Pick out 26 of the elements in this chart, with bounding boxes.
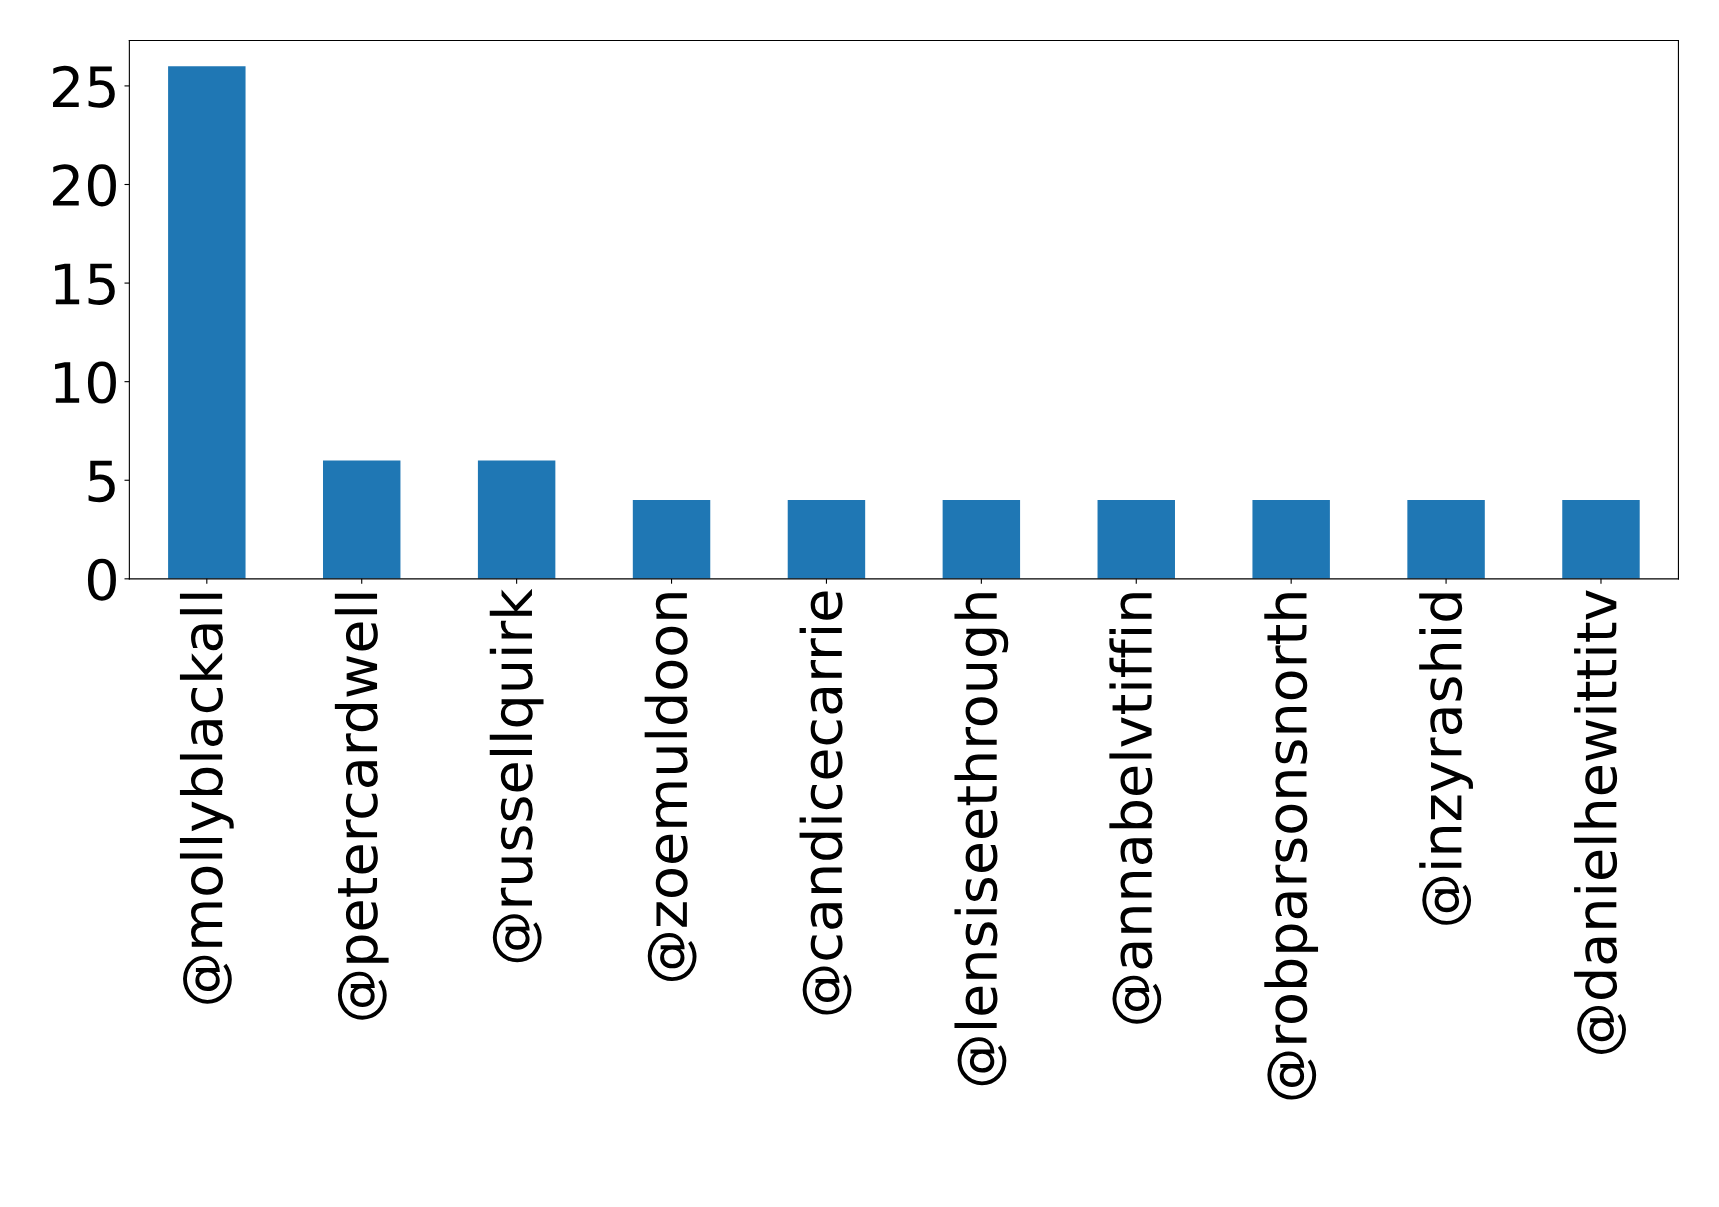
y-tick-label: 25 [53, 65, 115, 108]
x-tick-label: @danielhewittitv [1574, 590, 1626, 1054]
x-tick-label: @candicecarrie [799, 591, 852, 1015]
x-tick-label: @petercardwell [334, 593, 389, 1020]
bar [1097, 499, 1175, 579]
y-tick-label: 15 [55, 263, 115, 305]
bar [632, 499, 711, 579]
bar [942, 499, 1021, 579]
bar [323, 460, 401, 579]
x-tick-label: @zoemuldoon [644, 593, 697, 981]
bar [1562, 499, 1640, 579]
y-tick-label: 5 [88, 460, 115, 503]
x-tick-label: @mollyblackall [179, 593, 234, 1004]
bar [787, 499, 866, 579]
x-tick-label: @robparsonsnorth [1264, 593, 1319, 1100]
x-tick-label: @russellquirk [489, 588, 544, 963]
x-tick-label: @annabelvtiffin [1109, 593, 1162, 1024]
y-tick-label: 0 [87, 558, 116, 601]
bar [477, 460, 556, 579]
bar [1407, 499, 1485, 579]
bar [1252, 499, 1330, 579]
x-tick-label: @inzyrashid [1419, 593, 1473, 925]
bar [168, 66, 246, 579]
x-tick-label: @lensiseethrough [954, 593, 1009, 1086]
y-tick-label: 10 [55, 361, 116, 404]
y-tick-label: 20 [53, 164, 116, 207]
